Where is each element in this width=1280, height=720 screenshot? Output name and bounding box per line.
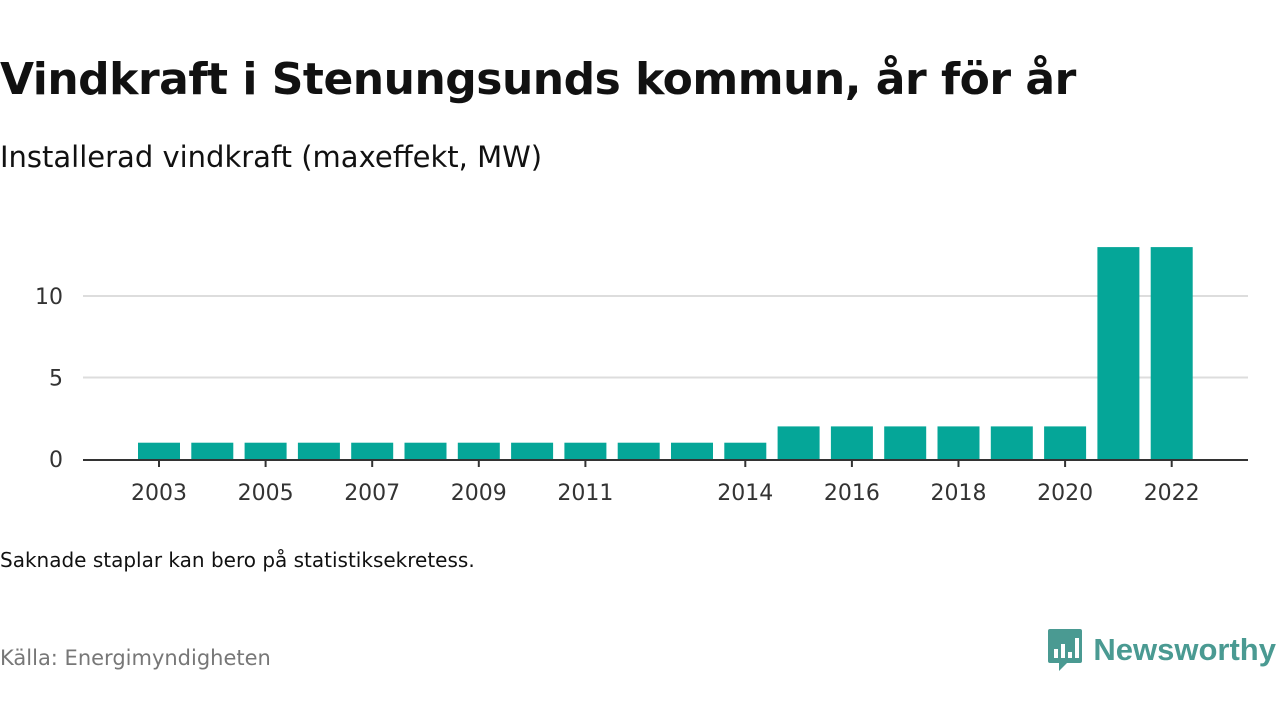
bar-2005 xyxy=(244,442,287,459)
bar-2011 xyxy=(564,442,607,459)
x-axis-tick-labels: 2003 2005 2007 2009 2011 2014 2016 2018 2020 2022 xyxy=(131,460,1200,506)
x-tick-label-2018: 2018 xyxy=(931,481,987,506)
bar-2004 xyxy=(191,442,234,459)
chart-title: Vindkraft i Stenungsunds kommun, år för … xyxy=(0,54,1076,105)
x-tick-label-2005: 2005 xyxy=(238,481,294,506)
bar-2010 xyxy=(511,442,554,459)
bar-2012 xyxy=(617,442,660,459)
x-tick-label-2014: 2014 xyxy=(717,481,773,506)
x-tick-label-2020: 2020 xyxy=(1037,481,1093,506)
bar-2017 xyxy=(884,426,927,459)
bar-2006 xyxy=(297,442,340,459)
x-tick-label-2022: 2022 xyxy=(1144,481,1200,506)
x-tick-label-2009: 2009 xyxy=(451,481,507,506)
bar-2013 xyxy=(671,442,713,459)
source-label: Källa: Energimyndigheten xyxy=(0,646,271,670)
y-tick-label-0: 0 xyxy=(49,448,63,473)
y-axis-tick-labels: 0 5 10 xyxy=(35,285,63,473)
newsworthy-logo: Newsworthy xyxy=(1047,628,1276,672)
bar-2016 xyxy=(830,426,873,459)
newsworthy-logo-text: Newsworthy xyxy=(1093,632,1276,667)
chart-subtitle: Installerad vindkraft (maxeffekt, MW) xyxy=(0,140,543,174)
bar-2008 xyxy=(404,442,447,459)
x-tick-label-2011: 2011 xyxy=(557,481,613,506)
bar-2022 xyxy=(1150,247,1193,459)
bars xyxy=(138,247,1193,459)
y-tick-label-5: 5 xyxy=(49,367,63,392)
bar-2018 xyxy=(937,426,980,459)
bar-2015 xyxy=(777,426,820,459)
bar-2019 xyxy=(990,426,1033,459)
x-tick-label-2003: 2003 xyxy=(131,481,187,506)
gridlines xyxy=(83,295,1248,379)
x-tick-label-2016: 2016 xyxy=(824,481,880,506)
footnote: Saknade staplar kan bero på statistiksek… xyxy=(0,548,475,572)
y-tick-label-10: 10 xyxy=(35,285,63,310)
x-tick-label-2007: 2007 xyxy=(344,481,400,506)
bar-2009 xyxy=(457,442,500,459)
bar-2003 xyxy=(138,442,180,459)
newsworthy-logo-icon xyxy=(1048,629,1083,671)
bar-2021 xyxy=(1097,247,1140,459)
bar-2014 xyxy=(724,442,767,459)
bar-2007 xyxy=(351,442,394,459)
bar-2020 xyxy=(1044,426,1087,459)
